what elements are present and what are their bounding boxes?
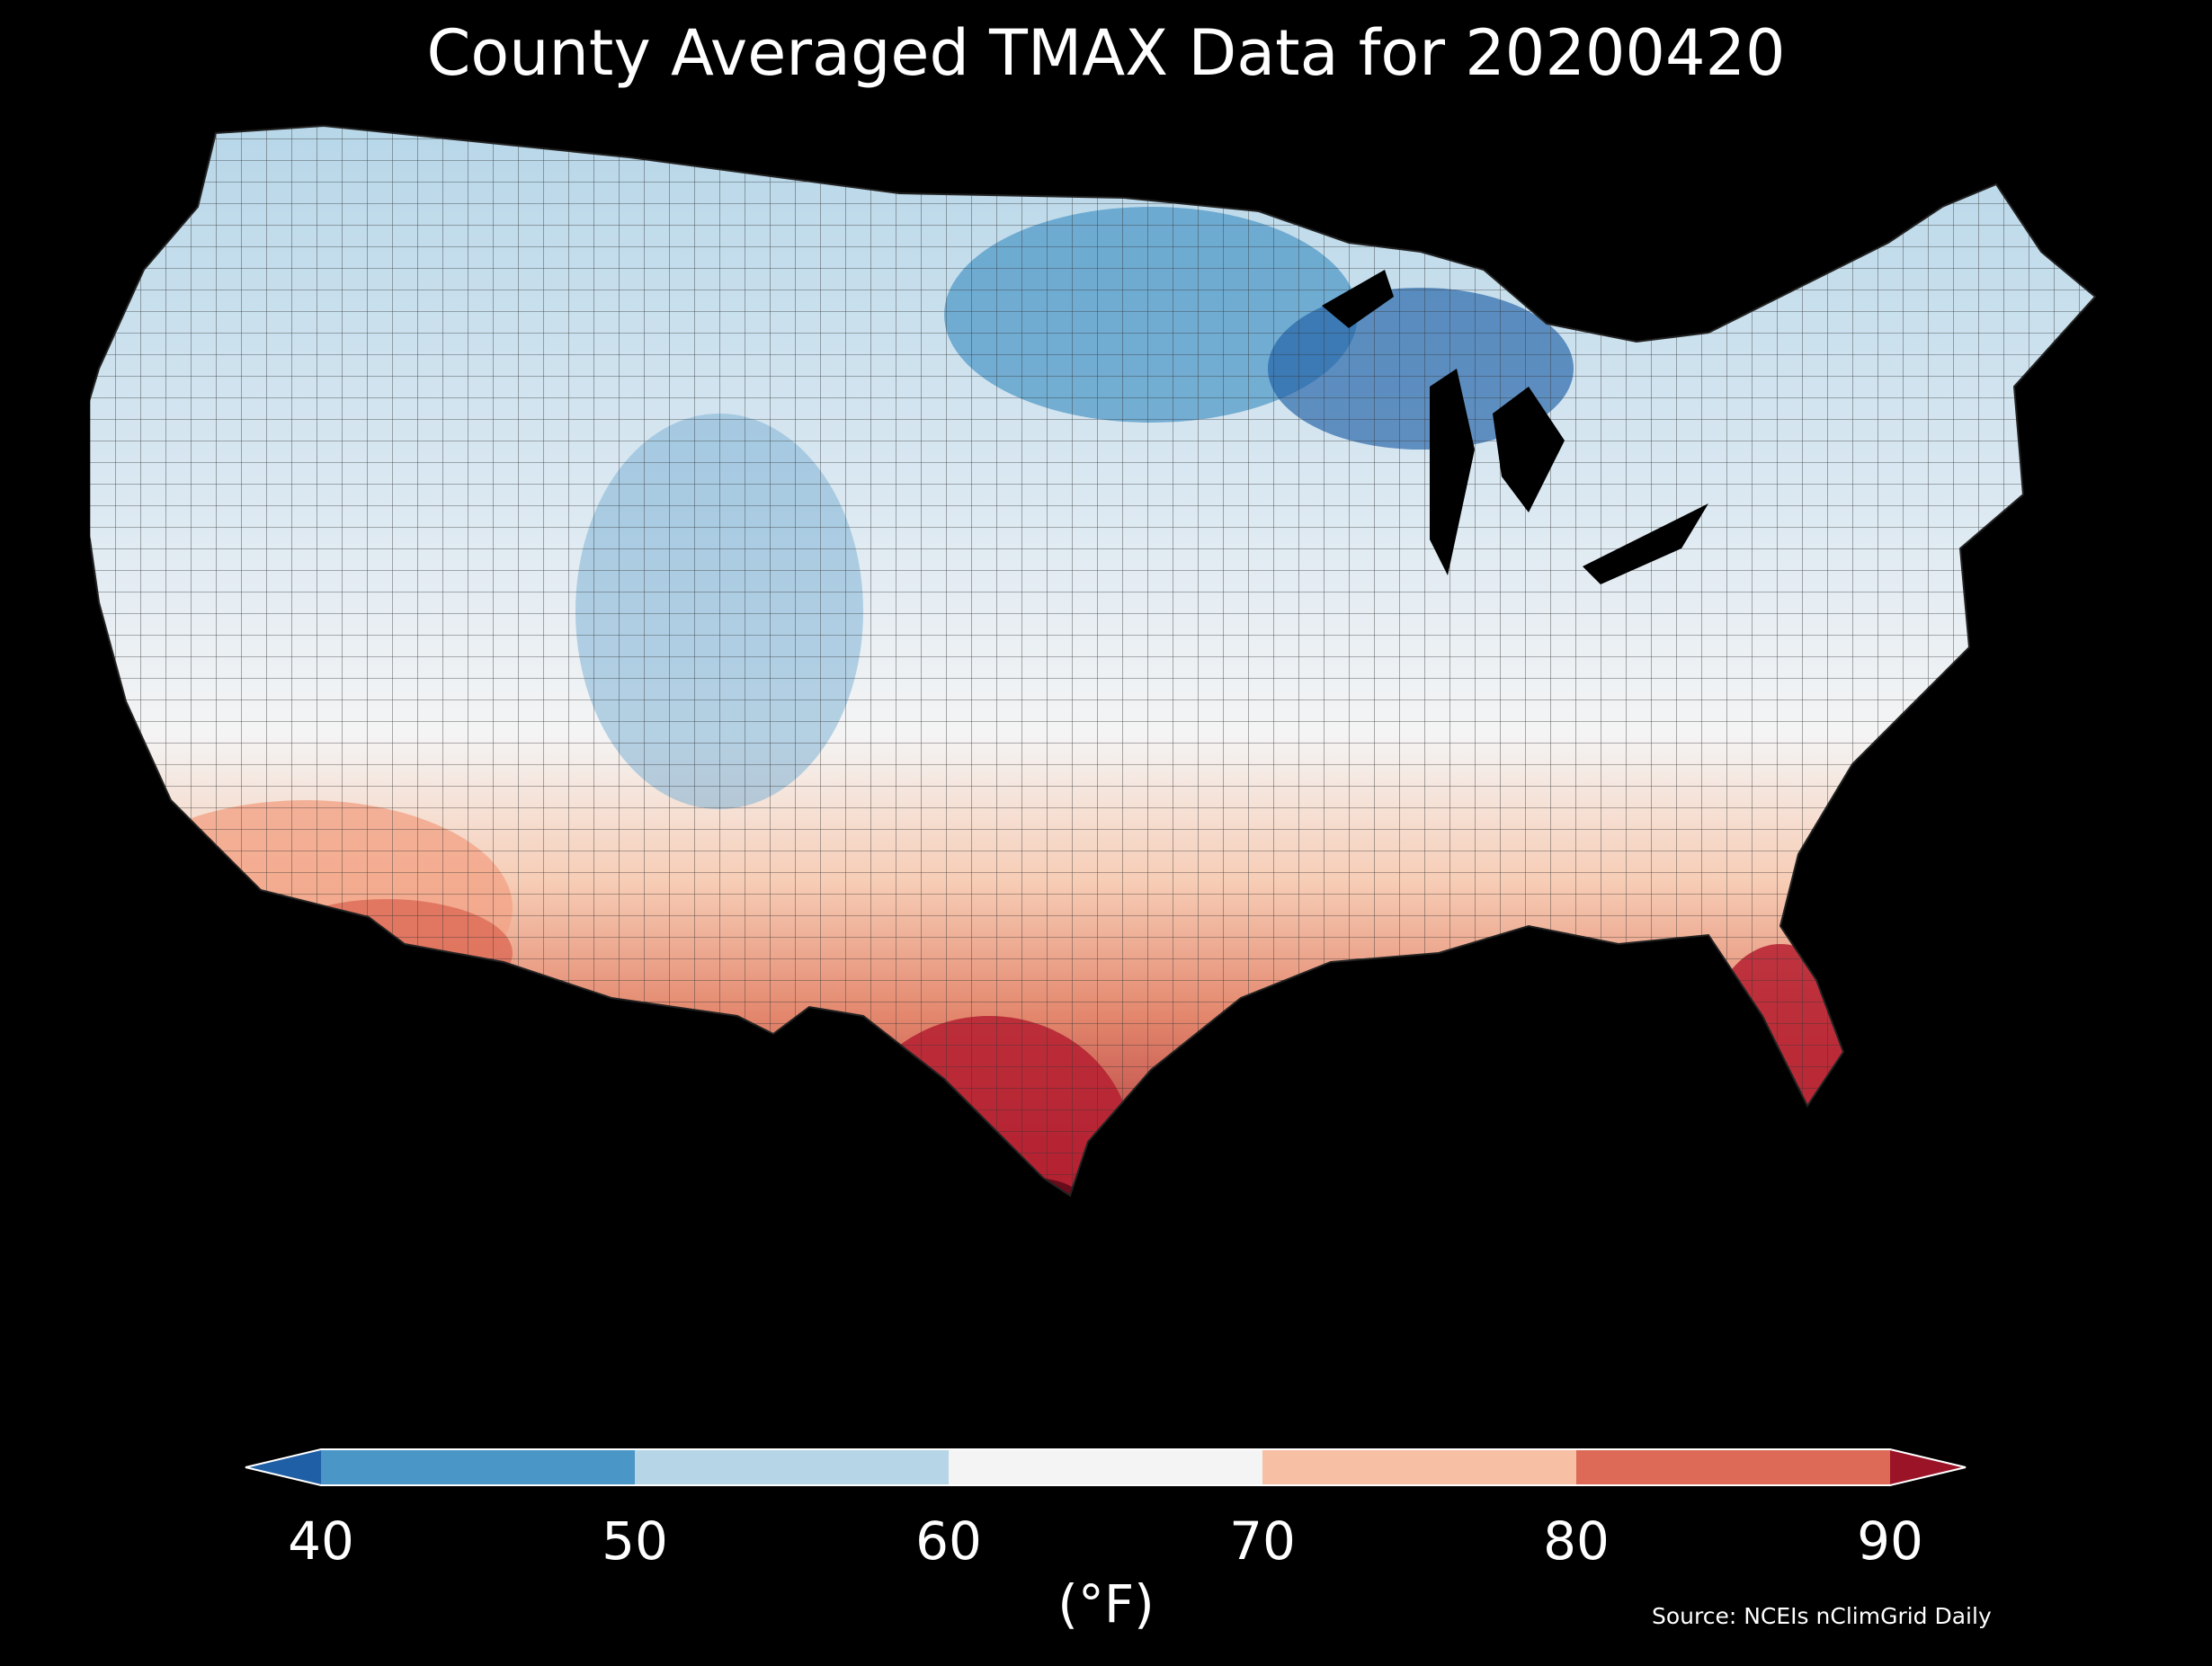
colorbar-bin [635, 1449, 949, 1485]
colorbar-bin [321, 1449, 635, 1485]
colorbar-tick-40: 40 [288, 1510, 354, 1572]
colorbar-units: (°F) [1057, 1573, 1155, 1635]
colorbar-extend-high [1890, 1449, 1966, 1485]
map-title: County Averaged TMAX Data for 20200420 [426, 16, 1786, 90]
colorbar-outline [245, 1448, 1967, 1486]
colorbar-bin [1576, 1449, 1890, 1485]
colorbar-tick-80: 80 [1543, 1510, 1610, 1572]
colorbar-extend-low [245, 1449, 321, 1485]
source-credit: Source: NCEIs nClimGrid Daily [1652, 1603, 1992, 1629]
colorbar-tick-70: 70 [1229, 1510, 1296, 1572]
colorbar-tick-60: 60 [915, 1510, 982, 1572]
colorbar-bin [949, 1449, 1262, 1485]
us-county-map [90, 125, 2096, 1197]
colorbar-tick-50: 50 [602, 1510, 668, 1572]
colorbar-bin [1262, 1449, 1576, 1485]
colorbar-tick-90: 90 [1857, 1510, 1923, 1572]
